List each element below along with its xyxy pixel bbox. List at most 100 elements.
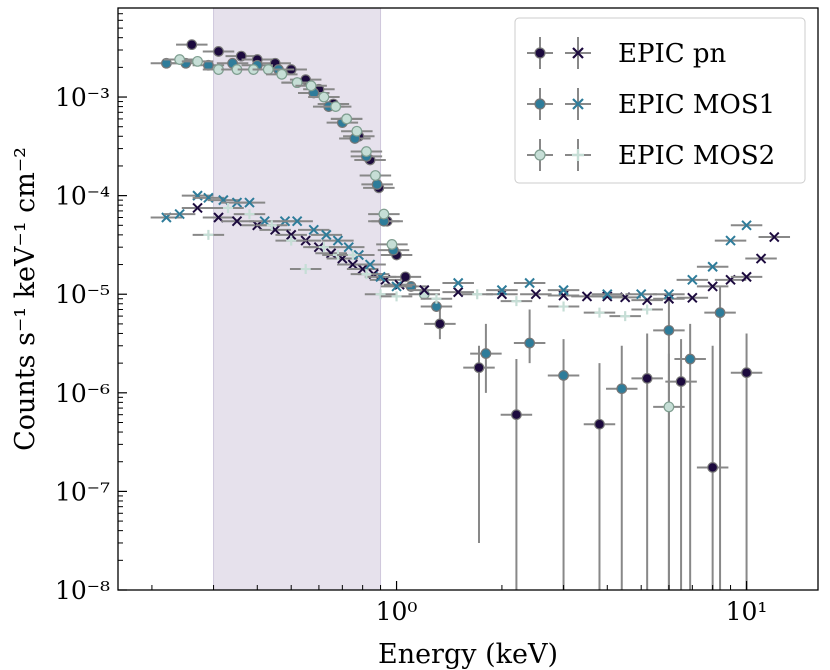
data-point [741,271,752,283]
shaded-energy-band [213,7,382,591]
axis-ticks: 10⁻⁸ 10⁻⁷ 10⁻⁶ 10⁻⁵ 10⁻⁴ 10⁻³ 10⁰ 10¹ [55,7,768,626]
data-point [192,202,203,214]
data-point [594,307,605,318]
y-tick-label: 10⁻⁴ [55,182,110,211]
legend-box [514,17,806,184]
data-point [375,289,386,300]
data-point [174,54,186,65]
data-point [602,289,613,300]
data-point [351,125,363,137]
data-point [558,301,569,312]
data-point [663,289,675,300]
data-point [332,235,344,246]
data-point [223,202,234,213]
series-mos1-background [150,190,763,300]
x-tick-label: 10¹ [726,597,768,626]
legend-item-pn: EPIC pn [527,37,727,69]
data-point [330,101,342,112]
data-point [391,291,402,302]
data-point [675,376,687,387]
data-point [231,216,243,227]
data-point [684,353,696,365]
data-point [174,208,185,220]
data-point [305,80,317,92]
data-point [620,311,631,322]
data-point [235,50,247,62]
data-point [213,46,224,57]
data-point [300,264,311,275]
legend-label-mos2: EPIC MOS2 [618,141,775,171]
data-point [496,289,508,300]
legend-cross [572,98,584,110]
legend-circle [534,149,546,161]
data-point [642,304,653,315]
legend-marker-mos1 [527,88,591,120]
y-tick-label: 10⁻⁸ [55,576,110,605]
data-point [431,293,442,304]
legend-cross [572,47,584,59]
data-point [192,55,203,67]
data-point [769,231,780,243]
data-point [594,418,605,430]
data-point [318,91,330,103]
data-point [741,220,752,231]
data-point [687,274,698,286]
y-tick-label: 10⁻⁵ [55,280,110,309]
data-point [663,401,675,413]
data-point [291,216,303,227]
data-point [360,146,372,157]
y-tick-label: 10⁻³ [55,83,110,112]
data-point [308,224,319,236]
data-point [391,281,402,292]
data-point [341,113,353,125]
data-point [473,362,485,374]
data-point [364,259,376,270]
legend-item-mos1: EPIC MOS1 [527,88,775,120]
data-point [285,229,297,241]
data-point [452,277,464,289]
data-point [286,235,297,246]
data-point [558,284,569,296]
data-point [524,277,535,289]
data-point [707,462,719,473]
data-point [511,296,522,307]
data-point [524,337,536,349]
legend-marker-mos2 [527,139,591,171]
legend-label-mos1: EPIC MOS1 [618,90,775,120]
data-point [687,292,698,304]
data-point [347,249,358,260]
data-point [472,289,483,300]
legend: EPIC pn EPIC MOS1 EPIC MOS2 [514,17,806,184]
data-point [369,170,381,181]
data-point [325,248,337,259]
data-point [558,370,569,381]
data-point [361,269,372,280]
data-point [262,64,274,75]
data-point [530,289,542,300]
data-point [581,291,593,302]
data-point [641,373,653,384]
legend-plus [572,149,584,161]
x-tick-label: 10⁰ [376,597,418,626]
y-axis-title: Counts s⁻¹ keV⁻¹ cm⁻² [10,147,41,451]
data-point [480,348,492,359]
data-point [496,284,508,296]
data-point [755,253,767,264]
data-point [511,409,522,421]
data-point [434,318,446,330]
data-point [725,235,736,246]
data-point [707,261,718,272]
data-point [386,239,398,250]
data-point [400,271,411,283]
data-point [244,197,255,208]
data-point [371,178,383,190]
x-axis-title: Energy (keV) [378,639,558,670]
plot-area [150,39,791,590]
data-point [452,286,464,298]
data-point [635,289,647,300]
data-point [318,242,329,253]
data-point [663,324,675,336]
data-point [343,241,354,253]
